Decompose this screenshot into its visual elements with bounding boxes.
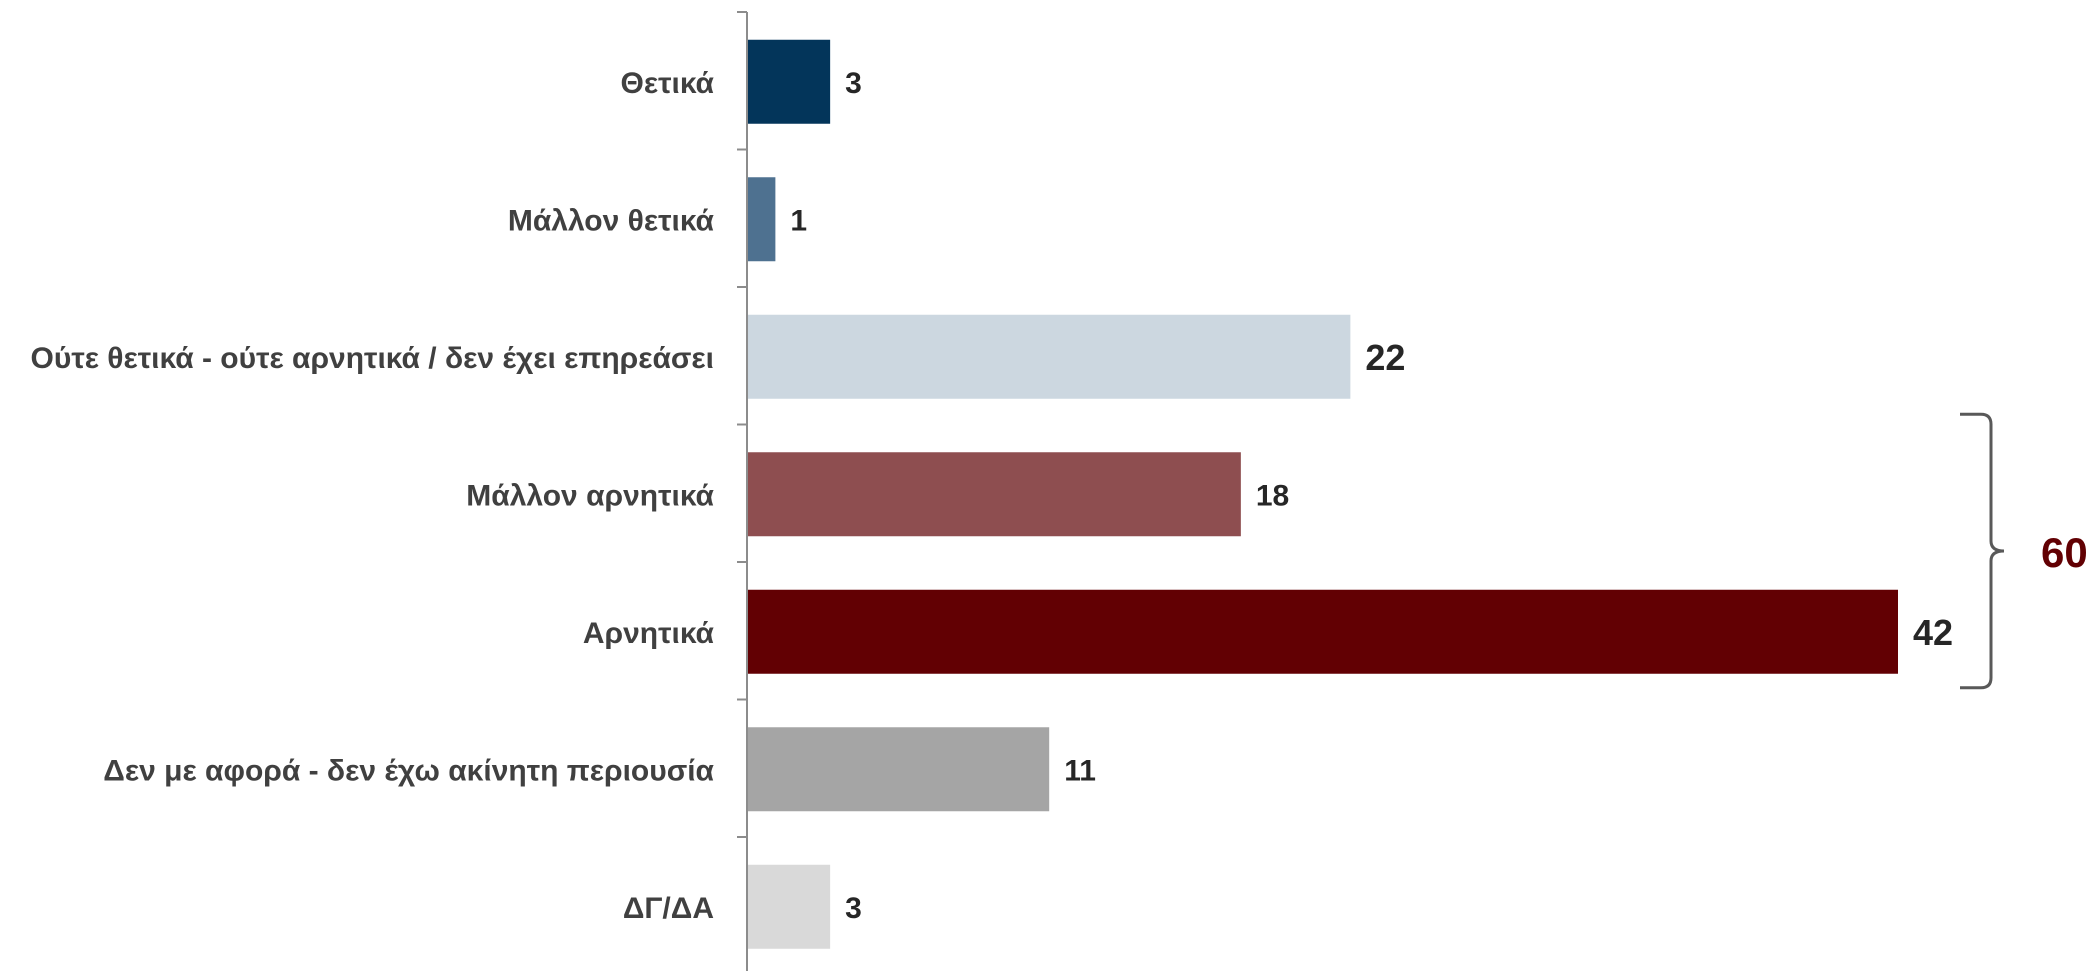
category-label: ΔΓ/ΔΑ [623,892,714,925]
bar [748,727,1050,812]
value-label: 1 [790,204,807,237]
bar [748,864,831,949]
grouping-bracket [1960,412,2005,690]
bar [748,39,831,124]
category-axis [737,11,748,971]
value-label: 3 [845,892,862,925]
bar [748,177,776,262]
value-label: 42 [1913,612,1953,653]
bar [748,314,1351,399]
bars-group [748,39,1898,949]
category-label: Θετικά [621,67,715,100]
category-label: Μάλλον θετικά [508,204,715,237]
bracket-total-label: 60 [2041,529,2088,576]
value-label: 22 [1365,337,1405,378]
value-label: 11 [1064,754,1096,787]
value-label: 18 [1256,479,1289,512]
category-label: Ούτε θετικά - ούτε αρνητικά / δεν έχει ε… [31,342,714,375]
category-label: Μάλλον αρνητικά [466,479,714,512]
category-label: Δεν με αφορά - δεν έχω ακίνητη περιουσία [103,754,714,787]
value-label: 3 [845,67,862,100]
bracket-group: 60 [1960,412,2088,690]
category-label: Αρνητικά [583,617,715,650]
labels-group: Θετικά 3 Μάλλον θετικά 1 Ούτε θετικά - ούτε … [31,67,1954,925]
bar [748,589,1898,674]
bar [748,452,1241,537]
